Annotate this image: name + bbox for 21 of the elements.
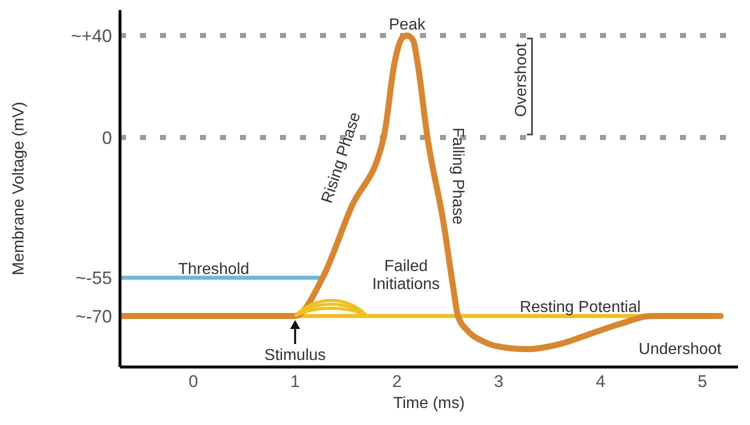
y-tick-label: ~-55 (75, 268, 112, 288)
annotation: Threshold (178, 260, 250, 278)
annotation: Resting Potential (520, 299, 641, 316)
annotation: Stimulus (264, 347, 326, 364)
annotation: Falling Phase (448, 128, 466, 225)
x-tick-label: 4 (596, 372, 606, 392)
x-tick-label: 0 (188, 372, 198, 392)
y-axis-title: Membrane Voltage (mV) (10, 102, 28, 276)
annotation: Overshoot (513, 42, 530, 117)
annotation: Peak (388, 16, 426, 34)
annotation: Undershoot (638, 341, 722, 358)
y-tick-label: 0 (102, 128, 112, 148)
annotation: Rising Phase (319, 110, 364, 206)
x-axis-title: Time (ms) (393, 395, 465, 412)
x-tick-label: 2 (392, 372, 402, 392)
x-tick-label: 3 (494, 372, 504, 392)
x-tick-label: 1 (290, 372, 300, 392)
x-tick-label: 5 (698, 372, 708, 392)
y-tick-label: ~+40 (70, 26, 112, 46)
y-tick-label: ~-70 (75, 306, 112, 326)
annotation: Failed Initiations (372, 258, 440, 294)
